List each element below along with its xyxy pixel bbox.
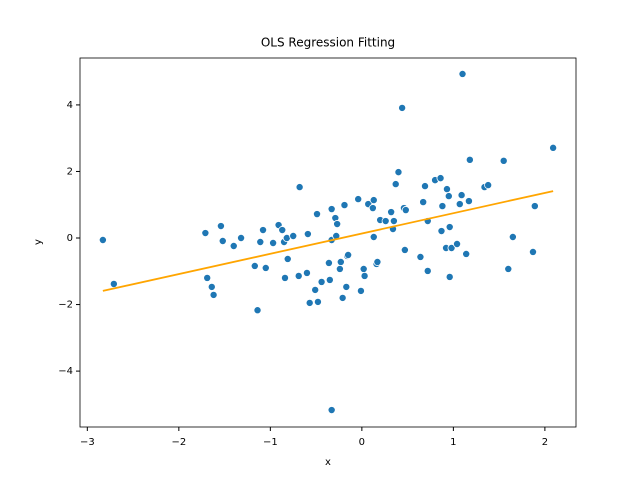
scatter-point: [340, 201, 349, 210]
scatter-point: [259, 226, 268, 235]
scatter-point: [400, 245, 409, 254]
scatter-point: [394, 168, 403, 177]
scatter-point: [216, 222, 225, 231]
scatter-point: [207, 282, 216, 291]
scatter-point: [295, 183, 304, 192]
scatter-point: [333, 220, 342, 229]
scatter-point: [504, 264, 513, 273]
scatter-point: [508, 233, 517, 242]
scatter-point: [381, 217, 390, 226]
scatter-point: [373, 257, 382, 266]
scatter-point: [313, 297, 322, 306]
scatter-point: [458, 69, 467, 78]
scatter-point: [203, 273, 212, 282]
y-tick-label: 2: [67, 166, 73, 177]
scatter-point: [398, 103, 407, 112]
scatter-point: [360, 271, 369, 280]
x-tick-label: 1: [450, 437, 456, 448]
scatter-point: [289, 232, 298, 241]
x-tick-label: −2: [171, 437, 186, 448]
scatter-point: [342, 282, 351, 291]
scatter-point: [294, 271, 303, 280]
scatter-point: [338, 293, 347, 302]
scatter-point: [109, 279, 118, 288]
scatter-point: [250, 261, 259, 270]
scatter-point: [445, 272, 454, 281]
scatter-point: [335, 264, 344, 273]
scatter-point: [462, 249, 471, 258]
scatter-point: [324, 258, 333, 267]
scatter-point: [256, 238, 265, 247]
scatter-point: [421, 182, 430, 191]
scatter-point: [359, 264, 368, 273]
scatter-point: [237, 234, 246, 243]
scatter-point: [201, 229, 210, 238]
scatter-point: [530, 202, 539, 211]
scatter-point: [464, 197, 473, 206]
scatter-point: [419, 198, 428, 207]
scatter-point: [437, 227, 446, 236]
scatter-point: [325, 275, 334, 284]
scatter-point: [423, 266, 432, 275]
scatter-point: [528, 247, 537, 256]
x-tick-label: 0: [359, 437, 365, 448]
plot-frame: [79, 57, 577, 428]
scatter-point: [389, 217, 398, 226]
scatter-point: [455, 200, 464, 209]
scatter-point: [313, 210, 322, 219]
scatter-point: [327, 406, 336, 415]
scatter-point: [303, 230, 312, 239]
scatter-point: [327, 205, 336, 214]
scatter-point: [209, 290, 218, 299]
scatter-point: [218, 237, 227, 246]
x-tick-label: 2: [542, 437, 548, 448]
scatter-point: [283, 254, 292, 263]
scatter-point: [484, 181, 493, 190]
y-axis-label: y: [33, 239, 44, 245]
x-tick-label: −1: [263, 437, 278, 448]
scatter-point: [391, 180, 400, 189]
scatter-point: [261, 263, 270, 272]
scatter-point: [457, 191, 466, 200]
scatter-point: [368, 204, 377, 213]
scatter-point: [442, 185, 451, 194]
scatter-point: [354, 195, 363, 204]
scatter-point: [438, 202, 447, 211]
x-axis-label: x: [325, 457, 331, 468]
scatter-point: [499, 156, 508, 165]
scatter-point: [280, 273, 289, 282]
y-tick-label: −2: [58, 300, 73, 311]
scatter-point: [416, 252, 425, 261]
scatter-point: [369, 196, 378, 205]
scatter-point: [344, 250, 353, 259]
scatter-point: [278, 226, 287, 235]
scatter-point: [356, 286, 365, 295]
scatter-point: [229, 241, 238, 250]
scatter-point: [253, 306, 262, 315]
x-tick-label: −3: [80, 437, 95, 448]
scatter-point: [549, 143, 558, 152]
regression-line: [102, 190, 554, 292]
scatter-point: [444, 192, 453, 201]
scatter-point: [387, 208, 396, 217]
y-tick-label: 0: [67, 233, 73, 244]
scatter-point: [336, 257, 345, 266]
scatter-point: [453, 239, 462, 248]
scatter-point: [317, 277, 326, 286]
scatter-point: [447, 243, 456, 252]
y-tick-label: −4: [58, 366, 73, 377]
scatter-point: [311, 285, 320, 294]
scatter-point: [269, 238, 278, 247]
scatter-point: [445, 223, 454, 232]
scatter-point: [98, 236, 107, 245]
scatter-point: [369, 233, 378, 242]
y-tick-label: 4: [67, 100, 73, 111]
scatter-point: [436, 174, 445, 183]
scatter-point: [302, 268, 311, 277]
scatter-point: [465, 155, 474, 164]
scatter-point: [401, 206, 410, 215]
scatter-point: [305, 298, 314, 307]
chart-title: OLS Regression Fitting: [261, 36, 395, 50]
